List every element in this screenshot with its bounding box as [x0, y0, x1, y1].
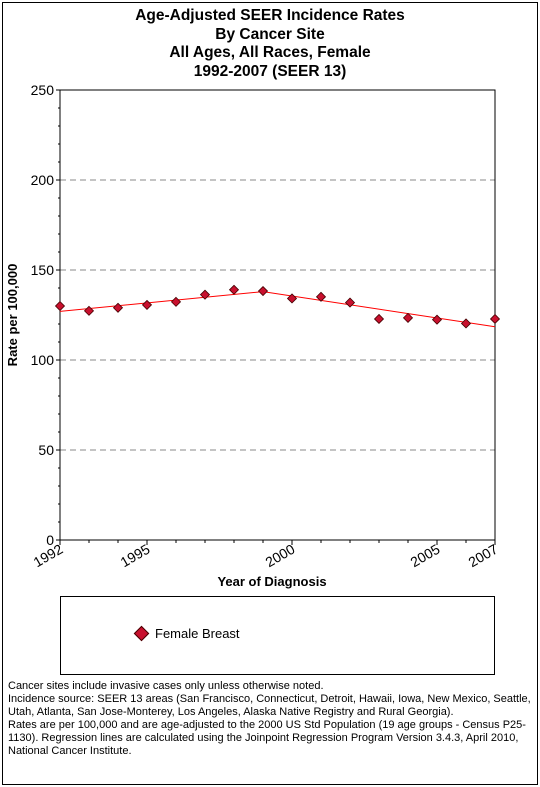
title-line-4: 1992-2007 (SEER 13)	[193, 62, 347, 80]
x-tick-label-2007: 2007	[466, 541, 501, 571]
legend-item-female-breast: Female Breast	[133, 625, 240, 642]
data-point-1994	[112, 302, 124, 313]
y-axis: 0 50 100 150 200 250	[31, 82, 60, 548]
x-tick-label-2000: 2000	[263, 541, 298, 571]
y-tick-label-100: 100	[31, 352, 55, 368]
data-point-2003	[373, 313, 385, 325]
data-point-1997	[199, 289, 211, 300]
y-tick-label-250: 250	[31, 82, 55, 98]
data-point-1993	[83, 305, 95, 316]
data-point-2007	[489, 313, 501, 325]
x-axis-label: Year of Diagnosis	[217, 574, 326, 589]
x-tick-label-1992: 1992	[31, 541, 66, 571]
x-axis: 1992 1995 2000 2005 2007	[31, 540, 501, 570]
data-point-2004	[402, 312, 414, 323]
data-point-1999	[257, 285, 269, 297]
data-point-2005	[431, 314, 443, 325]
data-point-2006	[460, 318, 472, 329]
y-tick-label-50: 50	[38, 442, 54, 458]
footnotes: Cancer sites include invasive cases only…	[8, 680, 536, 758]
data-point-2001	[315, 291, 327, 302]
plot-area	[59, 89, 496, 541]
footnote-3: Rates are per 100,000 and are age-adjust…	[8, 719, 526, 757]
y-tick-label-0: 0	[46, 532, 54, 548]
y-tick-label-200: 200	[31, 172, 55, 188]
data-point-1995	[141, 299, 153, 310]
legend: Female Breast	[60, 596, 495, 675]
data-point-2000	[286, 293, 298, 304]
legend-label: Female Breast	[155, 626, 240, 641]
chart-plot: 0 50 100 150 200 250 1992 1995 2000 2005 2007 Rat…	[5, 82, 501, 589]
diamond-marker-icon	[133, 625, 150, 642]
x-tick-label-2005: 2005	[408, 541, 443, 571]
footnote-1: Cancer sites include invasive cases only…	[8, 680, 324, 692]
chart-title: Age-Adjusted SEER Incidence Rates By Can…	[0, 7, 540, 81]
y-tick-label-150: 150	[31, 262, 55, 278]
grid-lines	[60, 179, 495, 451]
data-point-1996	[170, 296, 182, 307]
x-tick-label-1995: 1995	[118, 541, 153, 571]
data-point-2002	[344, 297, 356, 308]
data-points	[54, 284, 501, 329]
y-axis-label: Rate per 100,000	[5, 264, 20, 367]
data-point-1998	[228, 284, 240, 295]
footnote-2: Incidence source: SEER 13 areas (San Fra…	[8, 693, 531, 718]
data-point-1992	[54, 300, 66, 312]
title-line-3: All Ages, All Races, Female	[169, 44, 371, 61]
title-line-1: Age-Adjusted SEER Incidence Rates	[135, 7, 405, 24]
title-line-2: By Cancer Site	[215, 25, 325, 43]
regression-line	[59, 291, 496, 328]
